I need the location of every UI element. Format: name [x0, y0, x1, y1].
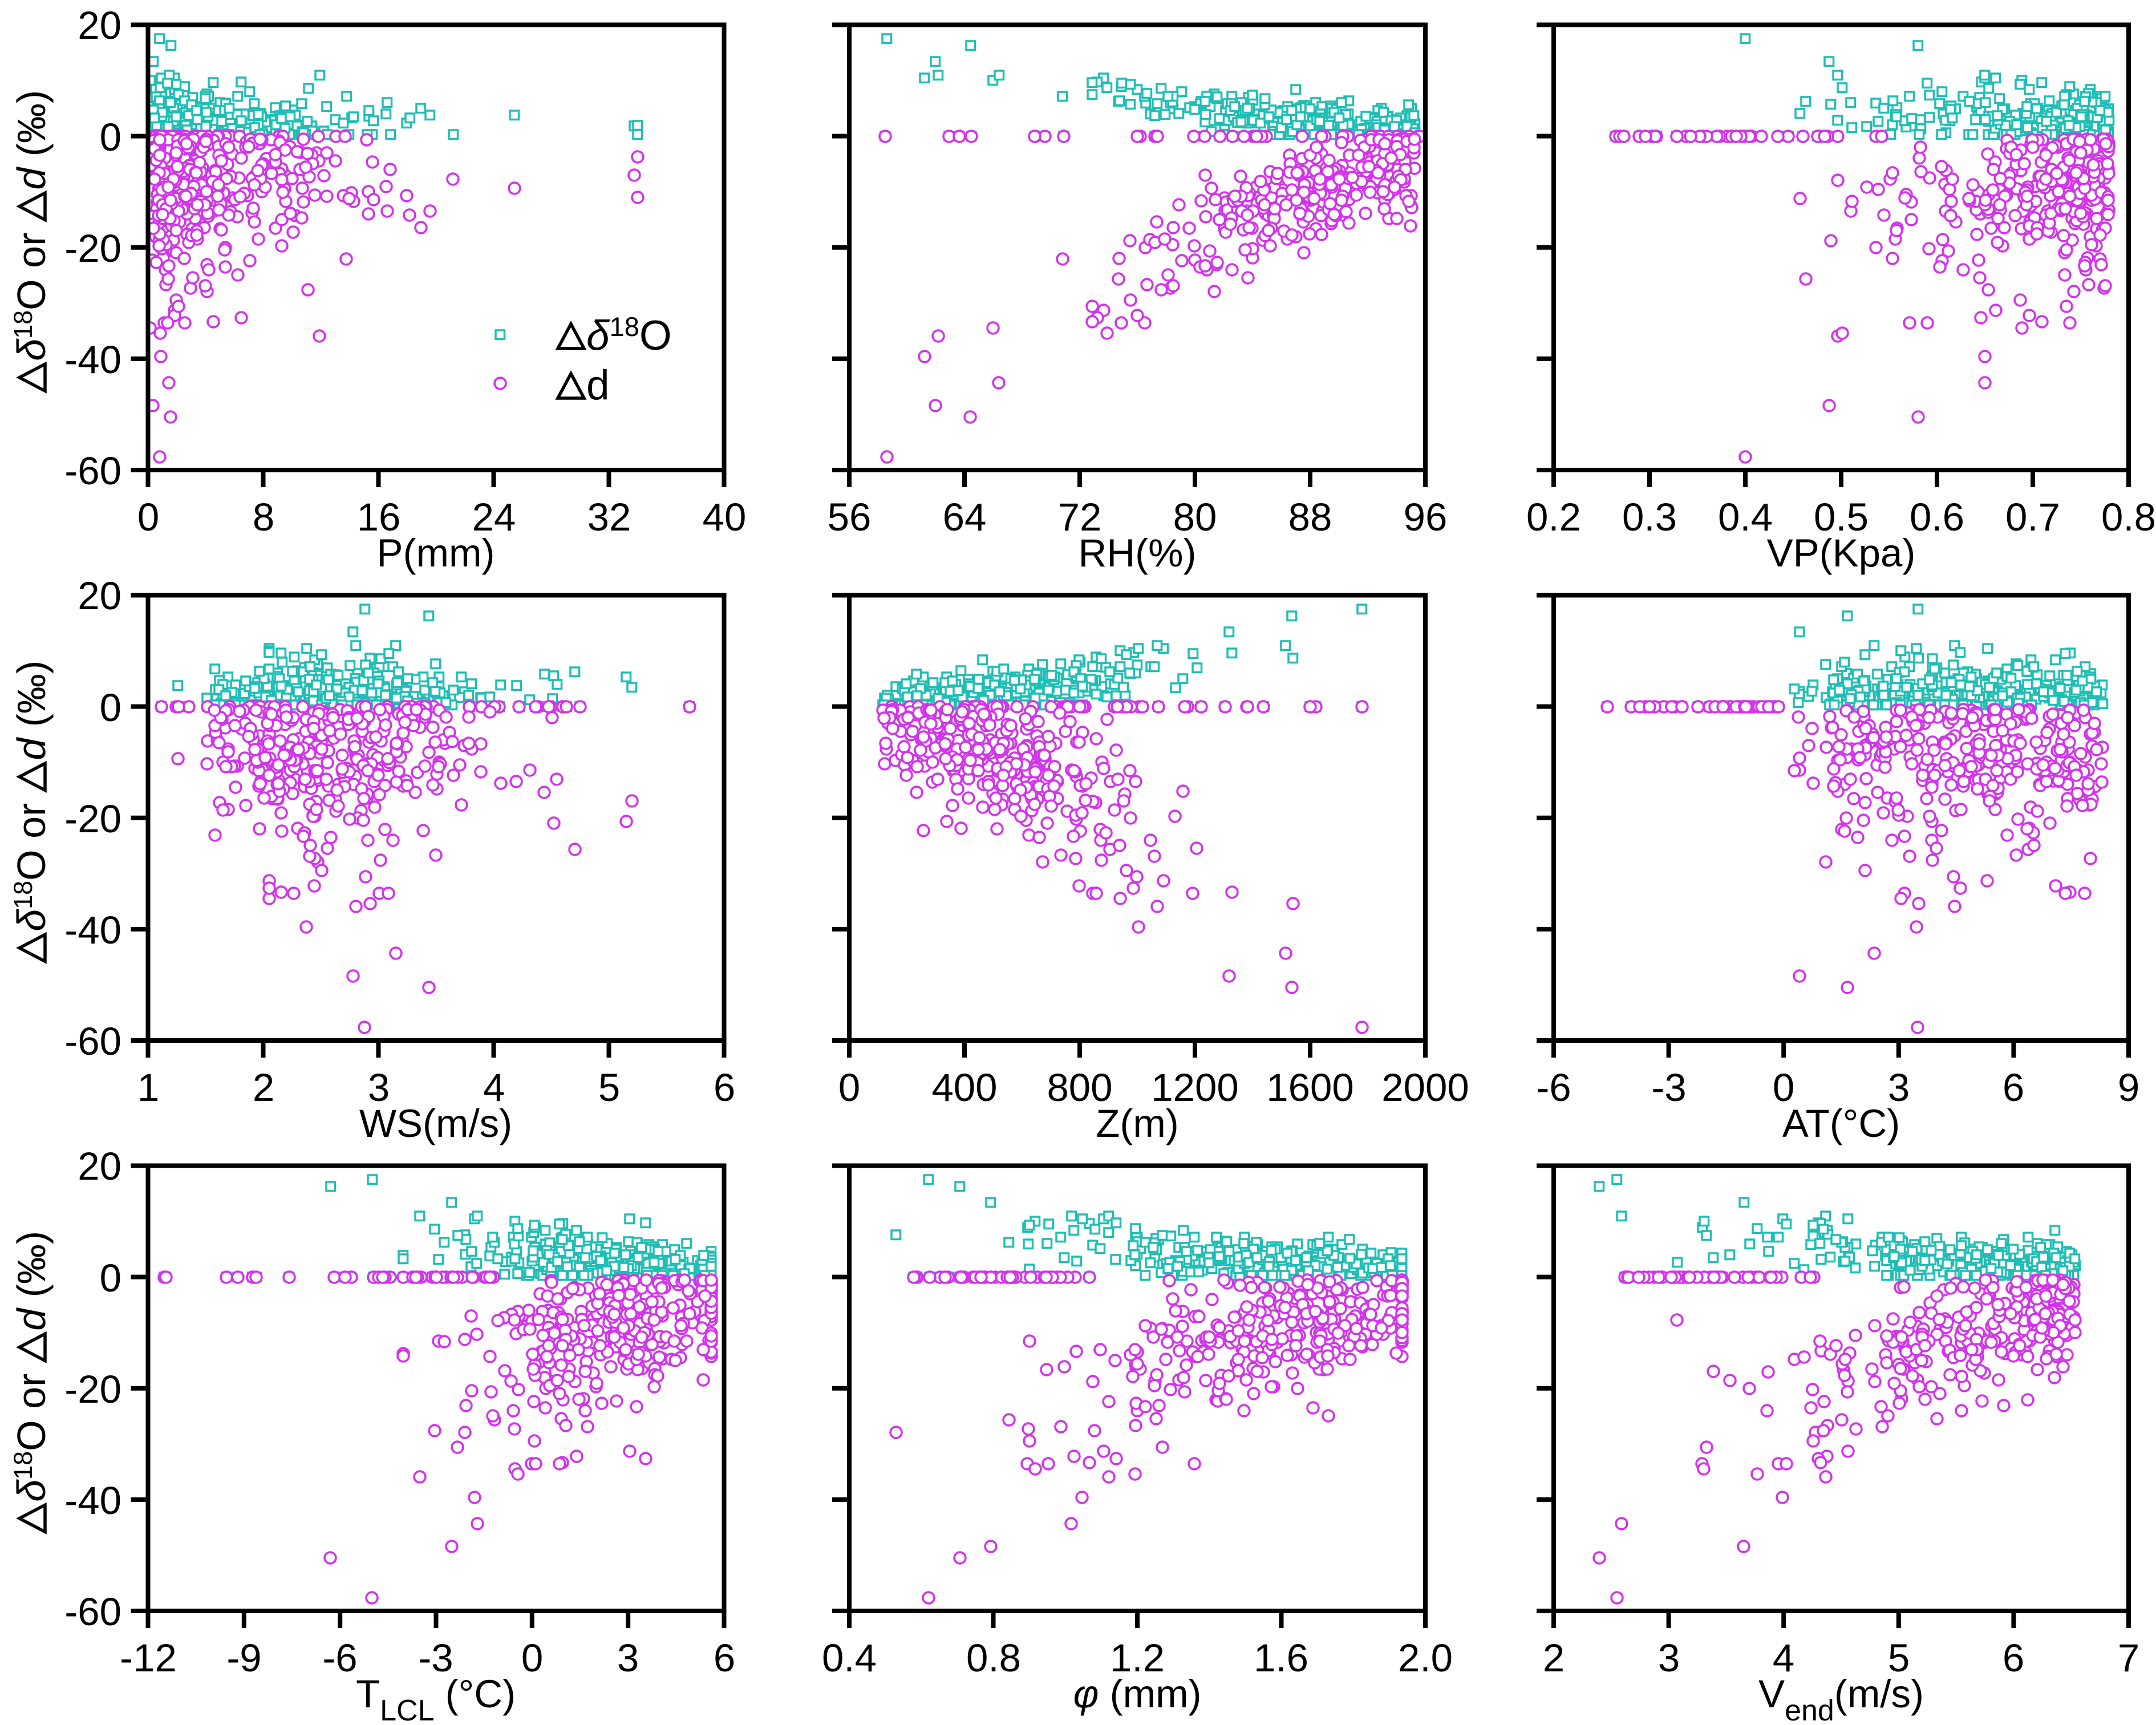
svg-text:-9: -9: [226, 1636, 261, 1680]
svg-text:VP(Kpa): VP(Kpa): [1767, 531, 1916, 575]
svg-text:1: 1: [137, 1066, 159, 1109]
svg-text:d (‰): d (‰): [9, 1231, 54, 1331]
svg-text:0.5: 0.5: [1814, 495, 1869, 539]
svg-text:80: 80: [1173, 495, 1217, 539]
svg-text:-3: -3: [1651, 1066, 1686, 1109]
svg-text:0.3: 0.3: [1622, 495, 1677, 539]
svg-text:δ18O or: δ18O or: [9, 1374, 54, 1502]
svg-text:d (‰): d (‰): [9, 661, 54, 760]
svg-text:-20: -20: [64, 797, 121, 841]
svg-text:2: 2: [1543, 1636, 1565, 1680]
svg-text:-6: -6: [322, 1636, 357, 1680]
svg-text:20: 20: [78, 3, 121, 47]
svg-text:-40: -40: [64, 908, 121, 952]
svg-text:4: 4: [483, 1066, 505, 1109]
svg-text:-60: -60: [64, 1590, 121, 1634]
svg-text:0: 0: [838, 1066, 860, 1109]
svg-text:6: 6: [714, 1636, 735, 1680]
svg-text:1.6: 1.6: [1254, 1636, 1308, 1680]
svg-text:0: 0: [1773, 1066, 1794, 1109]
svg-text:-20: -20: [64, 226, 121, 270]
svg-text:P(mm): P(mm): [377, 531, 495, 575]
svg-text:2: 2: [253, 1066, 274, 1109]
svg-text:0: 0: [521, 1636, 543, 1680]
svg-text:0: 0: [100, 1256, 121, 1300]
svg-text:-3: -3: [418, 1636, 453, 1680]
svg-text:2.0: 2.0: [1398, 1636, 1453, 1680]
svg-text:32: 32: [587, 495, 631, 539]
svg-text:1600: 1600: [1266, 1066, 1354, 1109]
svg-text:3: 3: [617, 1636, 639, 1680]
svg-text:3: 3: [368, 1066, 390, 1109]
svg-text:φ (mm): φ (mm): [1073, 1672, 1201, 1716]
svg-text:88: 88: [1288, 495, 1332, 539]
svg-text:0.4: 0.4: [822, 1636, 877, 1680]
svg-text:8: 8: [253, 495, 274, 539]
svg-text:-40: -40: [64, 1479, 121, 1522]
svg-text:0.7: 0.7: [2005, 495, 2060, 539]
svg-text:0: 0: [100, 686, 121, 730]
svg-text:1200: 1200: [1151, 1066, 1239, 1109]
svg-text:6: 6: [2003, 1636, 2024, 1680]
svg-text:0: 0: [137, 495, 159, 539]
svg-text:-20: -20: [64, 1367, 121, 1411]
svg-text:56: 56: [828, 495, 872, 539]
svg-text:-12: -12: [120, 1636, 177, 1680]
svg-text:9: 9: [2118, 1066, 2139, 1109]
svg-text:0.8: 0.8: [966, 1636, 1021, 1680]
svg-text:96: 96: [1404, 495, 1448, 539]
svg-text:δ18O or: δ18O or: [9, 233, 54, 361]
svg-text:72: 72: [1058, 495, 1102, 539]
svg-text:WS(m/s): WS(m/s): [359, 1102, 512, 1145]
svg-text:20: 20: [78, 574, 121, 618]
svg-text:AT(°C): AT(°C): [1782, 1102, 1900, 1145]
svg-text:δ18O or: δ18O or: [9, 803, 54, 932]
svg-text:d (‰): d (‰): [9, 90, 54, 190]
svg-text:TLCL (°C): TLCL (°C): [356, 1672, 516, 1725]
svg-text:2000: 2000: [1381, 1066, 1469, 1109]
svg-text:40: 40: [703, 495, 747, 539]
svg-text:7: 7: [2118, 1636, 2139, 1680]
svg-text:20: 20: [78, 1144, 121, 1188]
svg-text:1.2: 1.2: [1110, 1636, 1165, 1680]
svg-text:0.6: 0.6: [1910, 495, 1964, 539]
svg-text:4: 4: [1773, 1636, 1794, 1680]
svg-text:0: 0: [100, 115, 121, 159]
svg-text:3: 3: [1888, 1066, 1910, 1109]
svg-text:d: d: [586, 362, 610, 408]
svg-text:δ18O: δ18O: [586, 311, 672, 359]
svg-text:-60: -60: [64, 1019, 121, 1063]
svg-text:Z(m): Z(m): [1096, 1102, 1179, 1145]
svg-text:-40: -40: [64, 338, 121, 382]
svg-text:0.2: 0.2: [1526, 495, 1581, 539]
svg-text:Vend(m/s): Vend(m/s): [1758, 1672, 1924, 1725]
svg-text:6: 6: [2003, 1066, 2024, 1109]
svg-text:3: 3: [1658, 1636, 1680, 1680]
svg-text:400: 400: [931, 1066, 997, 1109]
svg-text:5: 5: [1888, 1636, 1910, 1680]
svg-text:24: 24: [472, 495, 516, 539]
svg-text:16: 16: [357, 495, 401, 539]
svg-text:0.8: 0.8: [2101, 495, 2156, 539]
svg-text:64: 64: [943, 495, 987, 539]
svg-text:RH(%): RH(%): [1079, 531, 1197, 575]
svg-text:0.4: 0.4: [1718, 495, 1773, 539]
svg-text:-6: -6: [1536, 1066, 1571, 1109]
svg-text:5: 5: [598, 1066, 620, 1109]
svg-text:-60: -60: [64, 449, 121, 493]
svg-text:6: 6: [714, 1066, 735, 1109]
svg-text:800: 800: [1047, 1066, 1112, 1109]
